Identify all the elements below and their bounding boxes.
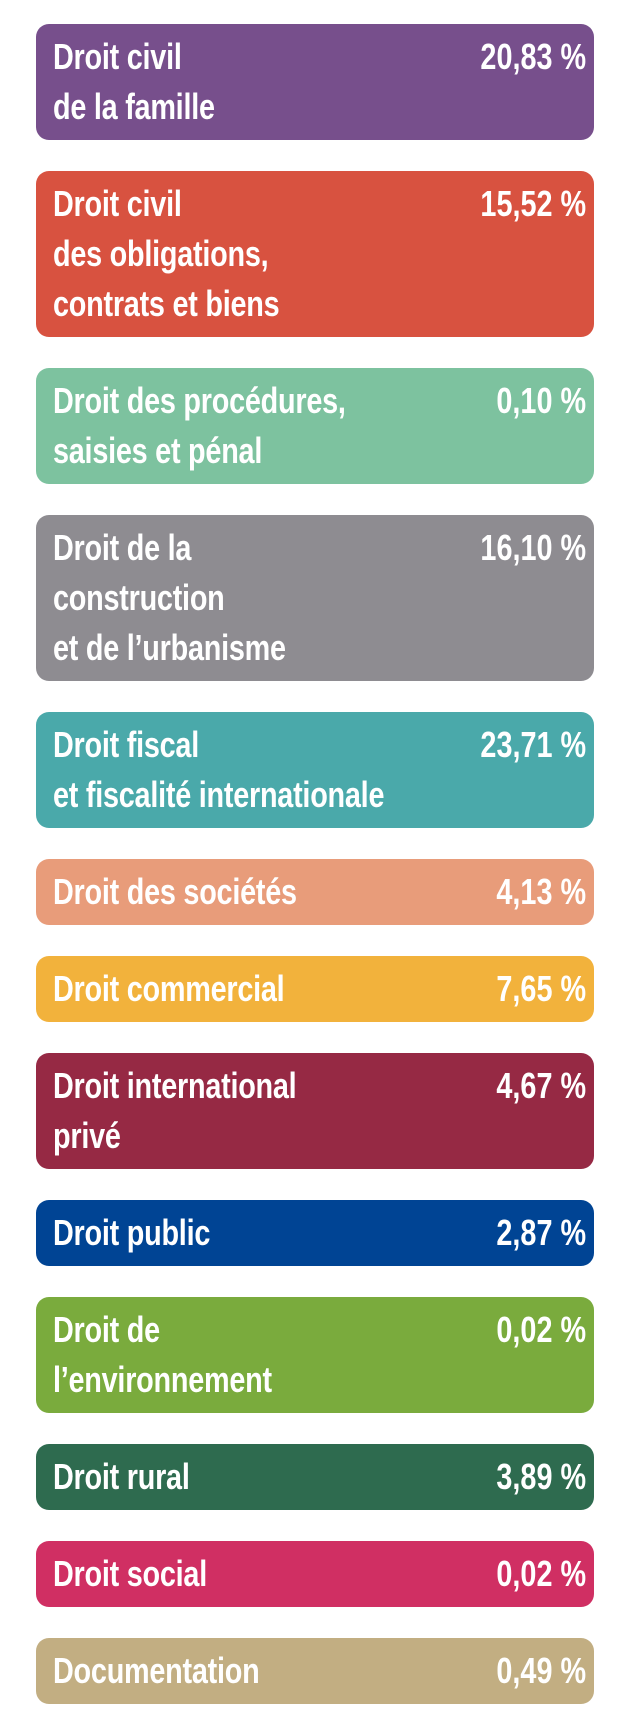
category-label: Droit social bbox=[53, 1549, 594, 1599]
category-percentage: 15,52 % bbox=[480, 183, 586, 224]
category-droit-social: Droit social 0,02 % bbox=[36, 1541, 594, 1607]
label-line: Documentation bbox=[53, 1650, 260, 1691]
category-droit-civil-obligations: Droit civil des obligations, contrats et b… bbox=[36, 171, 594, 337]
label-line: des obligations, bbox=[53, 233, 269, 274]
label-line: Droit social bbox=[53, 1553, 207, 1594]
label-line: Droit civil bbox=[53, 183, 182, 224]
category-droit-procedures: Droit des procédures, saisies et pénal 0,1… bbox=[36, 368, 594, 484]
label-line: privé bbox=[53, 1115, 121, 1156]
category-percentage: 3,89 % bbox=[496, 1456, 586, 1497]
category-percentage: 0,02 % bbox=[496, 1309, 586, 1350]
category-droit-fiscal: Droit fiscal et fiscalité internationale 2… bbox=[36, 712, 594, 828]
category-label: Droit public bbox=[53, 1208, 594, 1258]
category-documentation: Documentation 0,49 % bbox=[36, 1638, 594, 1704]
category-droit-civil-famille: Droit civil de la famille 20,83 % bbox=[36, 24, 594, 140]
label-line: de la famille bbox=[53, 86, 215, 127]
category-label: Droit des procédures, saisies et pénal bbox=[53, 376, 594, 476]
label-line: et fiscalité internationale bbox=[53, 774, 385, 815]
category-droit-construction: Droit de la construction et de l’urbanisme… bbox=[36, 515, 594, 681]
category-droit-societes: Droit des sociétés 4,13 % bbox=[36, 859, 594, 925]
category-label: Droit des sociétés bbox=[53, 867, 594, 917]
category-droit-commercial: Droit commercial 7,65 % bbox=[36, 956, 594, 1022]
label-line: Droit civil bbox=[53, 36, 182, 77]
category-droit-international-prive: Droit international privé 4,67 % bbox=[36, 1053, 594, 1169]
category-label: Droit civil des obligations, contrats et b… bbox=[53, 179, 594, 329]
category-droit-public: Droit public 2,87 % bbox=[36, 1200, 594, 1266]
category-label: Droit international privé bbox=[53, 1061, 594, 1161]
label-line: Droit rural bbox=[53, 1456, 190, 1497]
category-percentage: 0,02 % bbox=[496, 1553, 586, 1594]
label-line: Droit fiscal bbox=[53, 724, 199, 765]
category-percentage: 7,65 % bbox=[496, 968, 586, 1009]
label-line: contrats et biens bbox=[53, 283, 280, 324]
category-percentage: 20,83 % bbox=[480, 36, 586, 77]
category-label: Droit commercial bbox=[53, 964, 594, 1014]
category-label: Droit de la construction et de l’urbanisme bbox=[53, 523, 594, 673]
label-line: construction bbox=[53, 577, 225, 618]
label-line: l’environnement bbox=[53, 1359, 272, 1400]
label-line: Droit des procédures, bbox=[53, 380, 346, 421]
label-line: saisies et pénal bbox=[53, 430, 263, 471]
label-line: Droit de bbox=[53, 1309, 160, 1350]
category-label: Droit civil de la famille bbox=[53, 32, 594, 132]
category-label: Documentation bbox=[53, 1646, 594, 1696]
category-label: Droit rural bbox=[53, 1452, 594, 1502]
category-percentage: 23,71 % bbox=[480, 724, 586, 765]
category-percentage: 4,13 % bbox=[496, 871, 586, 912]
label-line: Droit commercial bbox=[53, 968, 285, 1009]
category-list: Droit civil de la famille 20,83 % Droit ci… bbox=[36, 24, 594, 1735]
category-percentage: 0,10 % bbox=[496, 380, 586, 421]
label-line: Droit international bbox=[53, 1065, 297, 1106]
category-droit-rural: Droit rural 3,89 % bbox=[36, 1444, 594, 1510]
category-percentage: 4,67 % bbox=[496, 1065, 586, 1106]
label-line: Droit public bbox=[53, 1212, 211, 1253]
category-percentage: 0,49 % bbox=[496, 1650, 586, 1691]
label-line: Droit de la bbox=[53, 527, 192, 568]
category-droit-environnement: Droit de l’environnement 0,02 % bbox=[36, 1297, 594, 1413]
category-percentage: 2,87 % bbox=[496, 1212, 586, 1253]
label-line: et de l’urbanisme bbox=[53, 627, 286, 668]
label-line: Droit des sociétés bbox=[53, 871, 297, 912]
category-percentage: 16,10 % bbox=[480, 527, 586, 568]
category-label: Droit fiscal et fiscalité internationale bbox=[53, 720, 594, 820]
category-label: Droit de l’environnement bbox=[53, 1305, 594, 1405]
